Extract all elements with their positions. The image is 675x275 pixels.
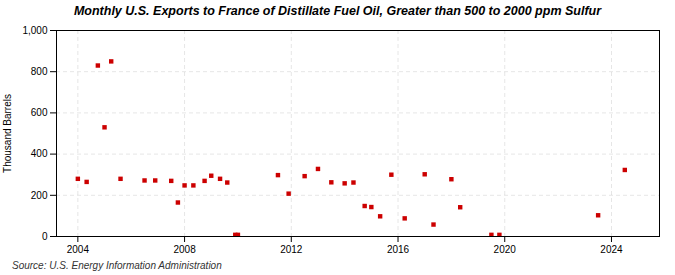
svg-text:2008: 2008 [173,244,196,255]
svg-text:600: 600 [31,107,48,118]
svg-text:2024: 2024 [600,244,623,255]
svg-text:800: 800 [31,66,48,77]
svg-text:2020: 2020 [494,244,517,255]
html-text:Source: U.S. Energy Informatio: Source: U.S. Energy Information Administ… [12,260,222,271]
svg-text:2004: 2004 [67,244,90,255]
html-text:Monthly U.S. Exports to France: Monthly U.S. Exports to France of Distil… [73,4,602,18]
svg-text:400: 400 [31,148,48,159]
svg-text:0: 0 [42,231,48,242]
svg-text:1,000: 1,000 [22,25,47,36]
svg-text:Thousand Barrels: Thousand Barrels [2,94,13,173]
svg-text:2012: 2012 [280,244,303,255]
svg-text:200: 200 [31,190,48,201]
svg-text:2016: 2016 [387,244,410,255]
